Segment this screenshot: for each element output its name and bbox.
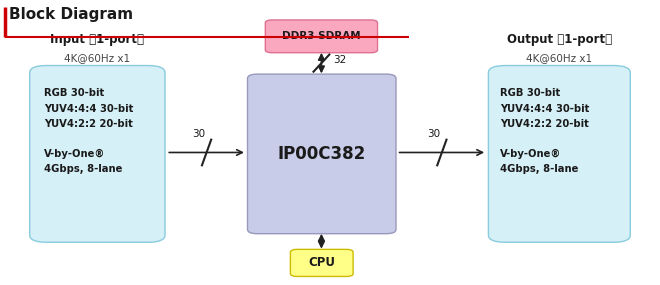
Text: Input （1-port）: Input （1-port） bbox=[50, 33, 145, 46]
Text: IP00C382: IP00C382 bbox=[278, 145, 366, 163]
Text: 30: 30 bbox=[428, 129, 440, 139]
Text: 30: 30 bbox=[192, 129, 205, 139]
FancyBboxPatch shape bbox=[265, 20, 378, 53]
Text: RGB 30-bit
YUV4:4:4 30-bit
YUV4:2:2 20-bit

V-by-One®
4Gbps, 8-lane: RGB 30-bit YUV4:4:4 30-bit YUV4:2:2 20-b… bbox=[500, 88, 589, 174]
Text: CPU: CPU bbox=[308, 256, 335, 269]
FancyBboxPatch shape bbox=[30, 66, 165, 242]
FancyBboxPatch shape bbox=[488, 66, 630, 242]
Text: 4K@60Hz x1: 4K@60Hz x1 bbox=[526, 53, 593, 64]
Text: Block Diagram: Block Diagram bbox=[9, 7, 133, 22]
FancyBboxPatch shape bbox=[290, 249, 353, 276]
Text: DDR3 SDRAM: DDR3 SDRAM bbox=[282, 31, 361, 41]
Text: 4K@60Hz x1: 4K@60Hz x1 bbox=[64, 53, 131, 64]
Text: Output （1-port）: Output （1-port） bbox=[507, 33, 612, 46]
Text: 32: 32 bbox=[333, 55, 346, 65]
FancyBboxPatch shape bbox=[248, 74, 396, 234]
Text: RGB 30-bit
YUV4:4:4 30-bit
YUV4:2:2 20-bit

V-by-One®
4Gbps, 8-lane: RGB 30-bit YUV4:4:4 30-bit YUV4:2:2 20-b… bbox=[44, 88, 133, 174]
